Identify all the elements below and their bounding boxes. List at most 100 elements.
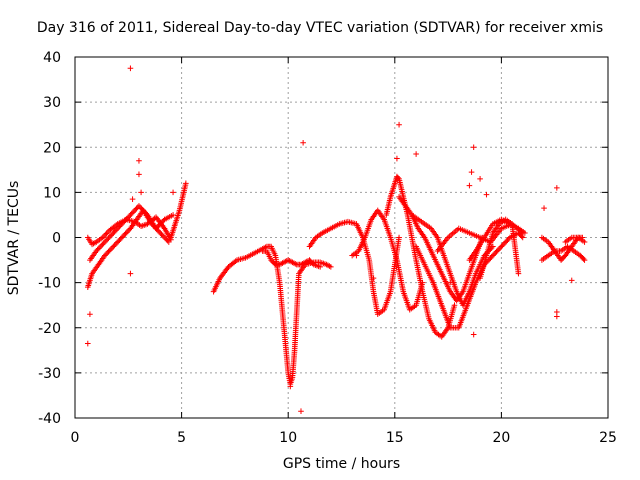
data-point [136, 171, 142, 178]
data-point [108, 246, 114, 252]
data-point [162, 235, 168, 241]
data-point [121, 218, 128, 225]
data-point [110, 243, 117, 250]
data-point [123, 216, 130, 222]
data-point [483, 191, 490, 198]
data-point [130, 209, 136, 216]
data-point [487, 255, 494, 261]
data-point [468, 169, 475, 175]
data-point [554, 313, 560, 320]
data-point [116, 223, 123, 230]
data-point [103, 237, 109, 244]
data-point [102, 252, 108, 259]
data-point [554, 185, 560, 191]
x-tick-label: 20 [492, 430, 510, 446]
data-point [501, 241, 507, 247]
data-point [287, 383, 294, 390]
data-point [115, 238, 122, 245]
data-point [132, 206, 139, 213]
data-point [103, 230, 110, 237]
data-point [568, 277, 575, 284]
y-tick-label: -30 [38, 366, 61, 382]
data-point [496, 246, 502, 252]
data-point [504, 237, 511, 243]
data-point [136, 203, 142, 209]
data-point [164, 237, 171, 244]
data-point [138, 205, 145, 212]
data-point [117, 222, 124, 229]
data-point [581, 239, 588, 245]
data-point [116, 237, 123, 243]
data-point [123, 229, 130, 236]
data-point [157, 230, 164, 236]
x-tick-label: 5 [177, 430, 186, 446]
data-point [113, 241, 119, 247]
data-point [94, 246, 101, 253]
data-point [142, 209, 148, 216]
data-point [503, 238, 510, 245]
data-point [395, 174, 401, 181]
data-point [108, 232, 114, 239]
data-point [125, 228, 131, 234]
y-tick-label: 30 [43, 95, 61, 111]
data-point [120, 219, 126, 226]
grid-lines [75, 57, 608, 418]
data-point [136, 157, 142, 164]
data-point [502, 239, 508, 246]
data-point [143, 210, 150, 217]
data-point [494, 247, 501, 254]
plot-frame [74, 56, 609, 419]
data-point [413, 151, 419, 157]
data-point [104, 250, 111, 256]
x-tick-label: 10 [279, 430, 297, 446]
data-point [161, 234, 167, 240]
data-point [125, 214, 131, 221]
data-point [156, 221, 163, 228]
data-point [131, 208, 137, 214]
data-point [126, 213, 133, 220]
data-point [114, 226, 120, 232]
data-point [117, 235, 124, 242]
data-point [110, 230, 117, 236]
data-point [515, 270, 522, 277]
data-point [105, 248, 112, 255]
data-point [102, 231, 109, 238]
data-point [119, 234, 125, 241]
data-point [160, 217, 167, 224]
data-point [84, 340, 91, 347]
data-point [466, 182, 473, 189]
data-point [114, 239, 120, 246]
data-point [580, 256, 587, 262]
data-point [394, 155, 400, 162]
data-point [451, 302, 458, 308]
data-point [541, 205, 547, 211]
data-point [317, 264, 323, 270]
data-point [271, 260, 278, 267]
data-point [122, 230, 129, 237]
data-point [158, 231, 165, 238]
data-point [141, 208, 147, 214]
y-tick-label: 20 [43, 140, 61, 156]
data-point [491, 251, 497, 258]
data-point [105, 235, 112, 241]
data-point [106, 247, 113, 254]
data-point [470, 331, 477, 338]
data-point [109, 231, 115, 238]
data-point [95, 245, 102, 252]
data-point [477, 176, 483, 182]
data-point [133, 205, 140, 212]
data-point [97, 244, 103, 250]
data-point [493, 248, 500, 255]
data-point [111, 228, 118, 235]
data-point [396, 234, 402, 241]
data-point [111, 242, 118, 249]
data-point [137, 204, 143, 211]
data-point [121, 232, 128, 238]
data-point [102, 239, 108, 245]
data-point [104, 236, 111, 243]
chart-title: Day 316 of 2011, Sidereal Day-to-day VTE… [36, 20, 604, 36]
data-point [518, 233, 525, 240]
data-point [87, 311, 93, 318]
data-point [522, 230, 528, 236]
data-point [101, 233, 107, 239]
